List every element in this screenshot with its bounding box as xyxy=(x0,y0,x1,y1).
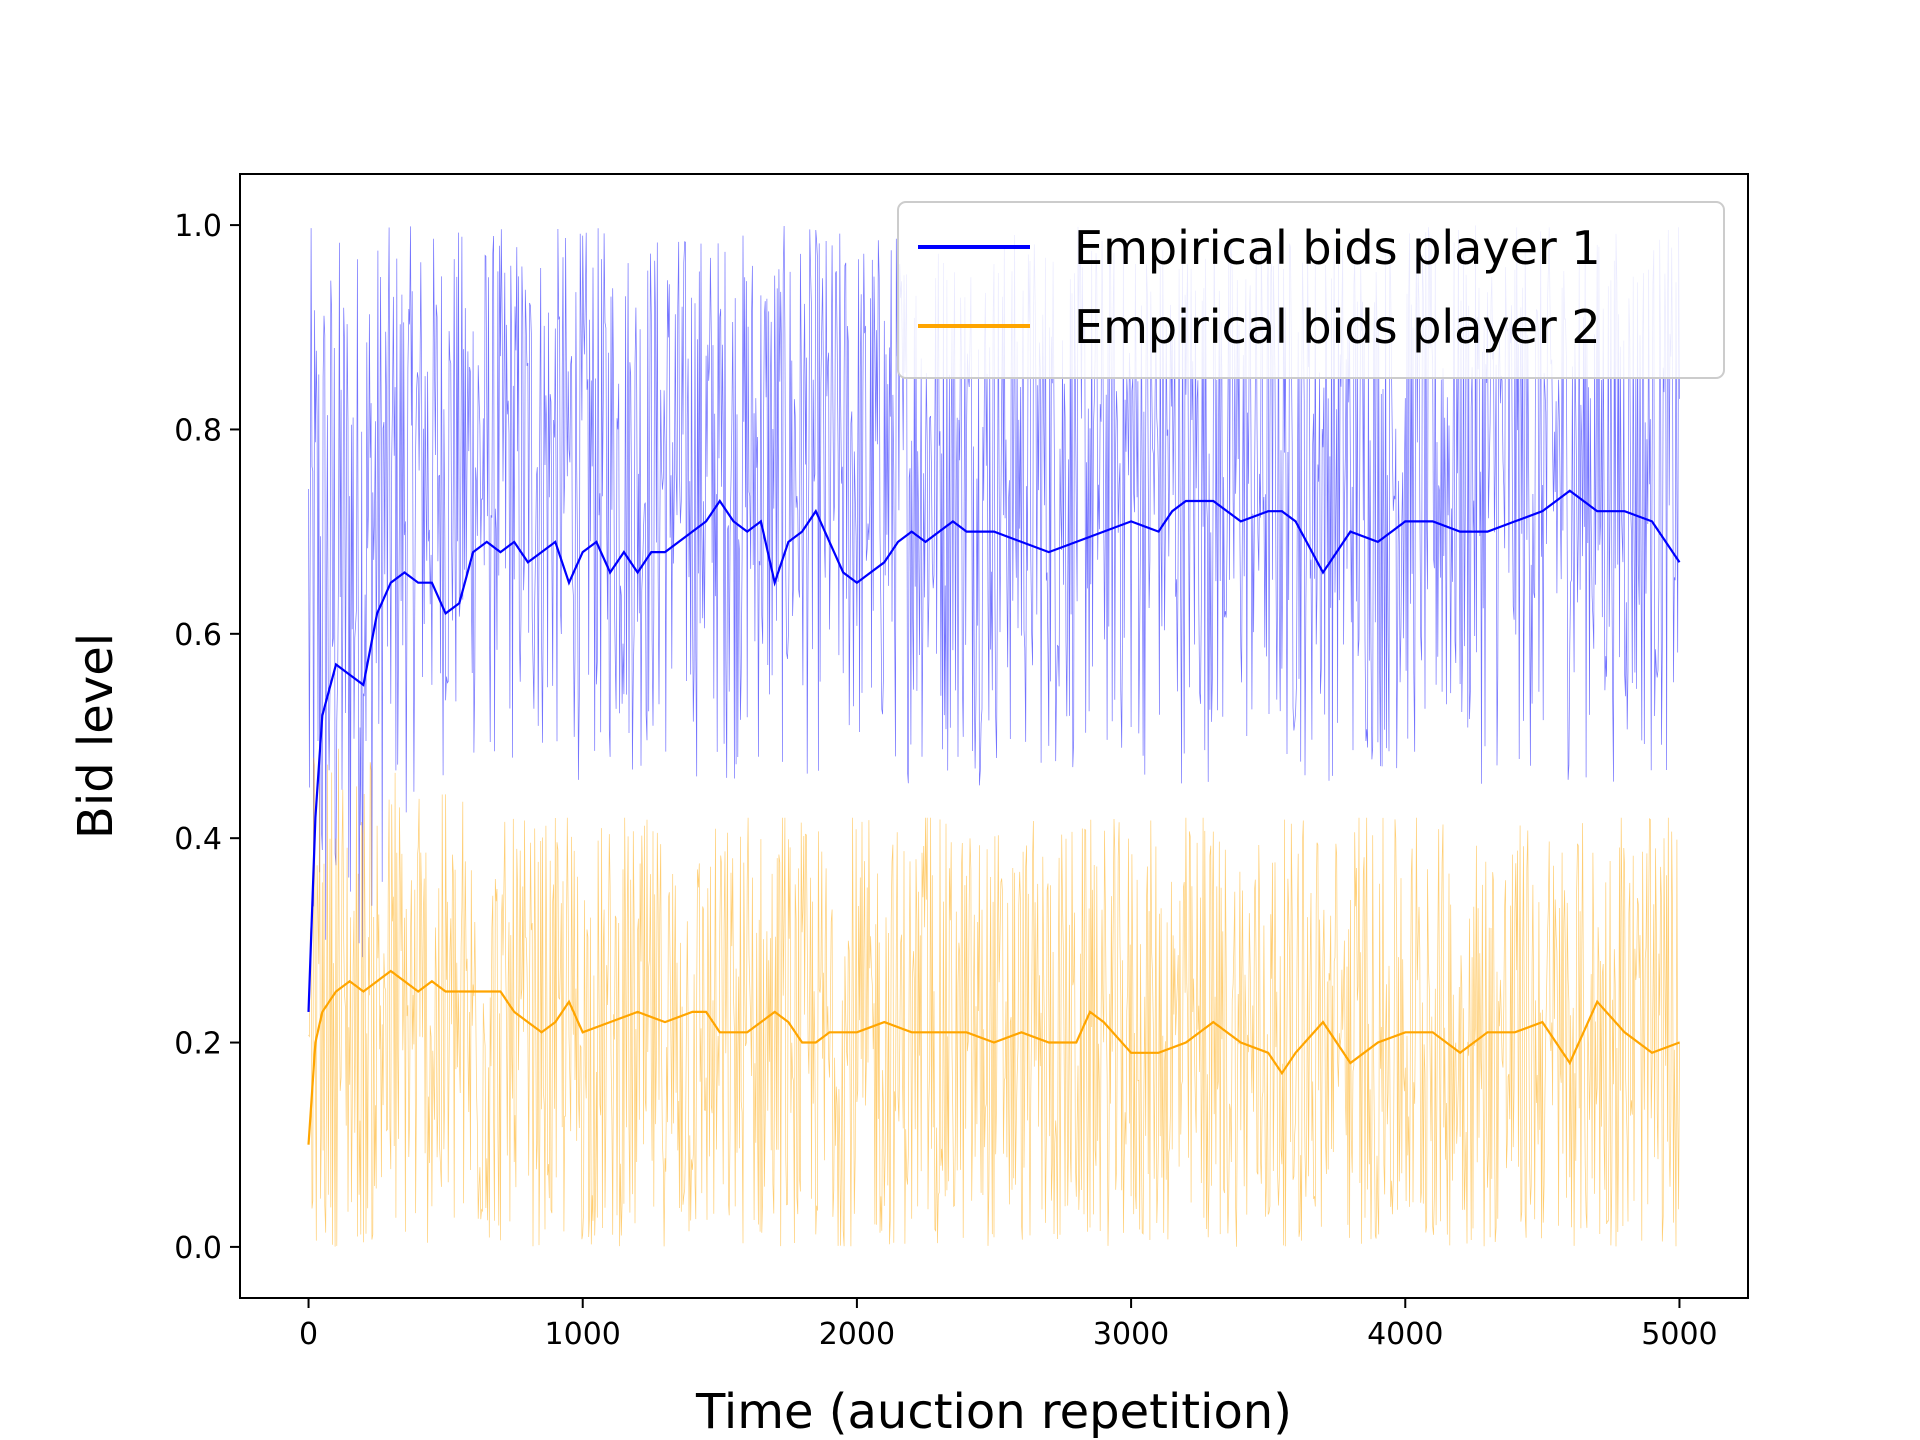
x-tick-label: 4000 xyxy=(1367,1317,1443,1352)
legend-box xyxy=(897,201,1725,379)
legend-label-player-1: Empirical bids player 1 xyxy=(1074,221,1601,275)
raw-bids-series-2 xyxy=(308,748,1680,1247)
x-tick-label: 0 xyxy=(299,1317,318,1352)
legend: Empirical bids player 1 Empirical bids p… xyxy=(897,201,1725,379)
x-tick-label: 1000 xyxy=(545,1317,621,1352)
y-axis-ticks: 0.0 0.2 0.4 0.6 0.8 1.0 xyxy=(174,209,240,1266)
x-tick-label: 3000 xyxy=(1093,1317,1169,1352)
x-tick-label: 5000 xyxy=(1641,1317,1717,1352)
y-tick-label: 1.0 xyxy=(174,209,222,244)
y-axis-label: Bid level xyxy=(68,633,124,839)
y-tick-label: 0.8 xyxy=(174,413,222,448)
running-average-series-2 xyxy=(307,969,1680,1145)
running-average-layer xyxy=(307,489,1681,1145)
y-tick-label: 0.2 xyxy=(174,1027,222,1062)
x-axis-label: Time (auction repetition) xyxy=(695,1384,1292,1440)
y-tick-label: 0.6 xyxy=(174,618,222,653)
x-axis-ticks: 0 1000 2000 3000 4000 5000 xyxy=(299,1298,1718,1352)
legend-label-player-2: Empirical bids player 2 xyxy=(1074,300,1601,354)
y-tick-label: 0.0 xyxy=(174,1231,222,1266)
y-tick-label: 0.4 xyxy=(174,822,222,857)
plot-area-frame xyxy=(239,173,1749,1299)
x-tick-label: 2000 xyxy=(819,1317,895,1352)
running-average-series-1 xyxy=(307,489,1681,1012)
